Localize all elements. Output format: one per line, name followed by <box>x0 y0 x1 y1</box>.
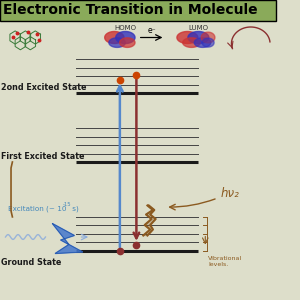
Polygon shape <box>202 38 214 47</box>
Text: Electronic Transition in Molecule: Electronic Transition in Molecule <box>3 4 257 17</box>
Polygon shape <box>116 32 135 44</box>
Text: First Excited State: First Excited State <box>2 152 85 161</box>
Text: Vibrational
levels.: Vibrational levels. <box>208 256 242 267</box>
FancyBboxPatch shape <box>0 0 276 21</box>
Polygon shape <box>120 38 135 47</box>
Text: 2ond Excited State: 2ond Excited State <box>2 83 87 92</box>
Text: Excitation (~ 10: Excitation (~ 10 <box>8 205 67 212</box>
Polygon shape <box>194 38 211 47</box>
Text: HOMO: HOMO <box>114 26 136 32</box>
Polygon shape <box>177 32 198 44</box>
Polygon shape <box>201 32 215 43</box>
Text: Ground State: Ground State <box>2 258 62 267</box>
Polygon shape <box>183 38 200 47</box>
Polygon shape <box>52 224 83 254</box>
Polygon shape <box>109 38 125 47</box>
Polygon shape <box>143 206 156 236</box>
Polygon shape <box>105 32 124 44</box>
Polygon shape <box>188 32 209 44</box>
Text: -15: -15 <box>63 202 71 207</box>
Text: s): s) <box>70 205 79 212</box>
Text: e⁻: e⁻ <box>147 26 156 35</box>
Text: LUMO: LUMO <box>188 26 208 32</box>
Text: hν₂: hν₂ <box>220 187 239 200</box>
